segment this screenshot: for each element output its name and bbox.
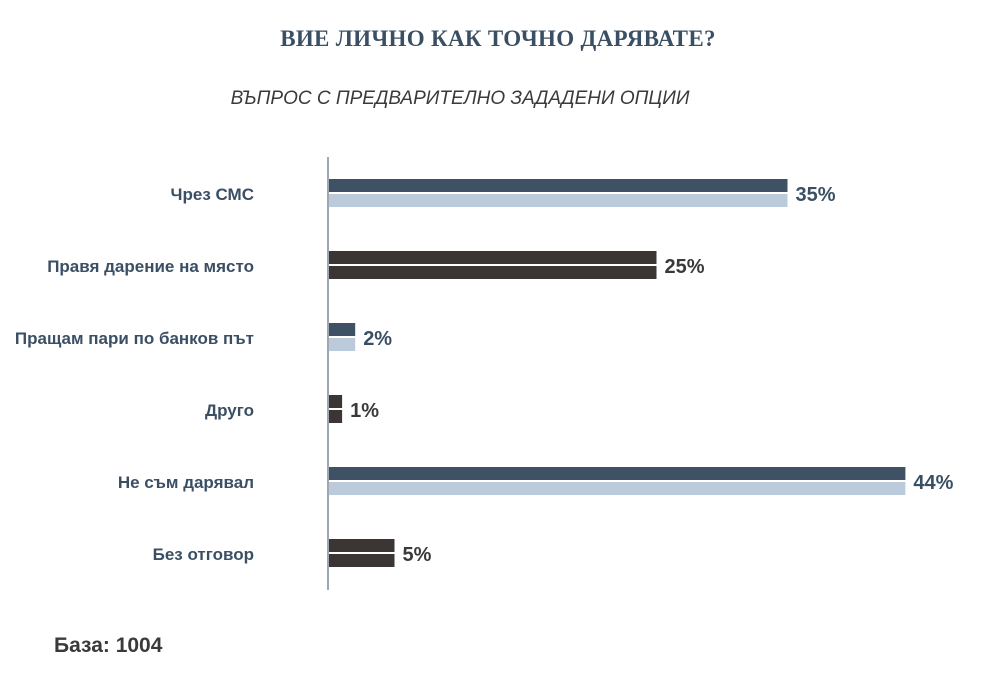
base-label: База: 1004 bbox=[54, 634, 163, 657]
bar bbox=[329, 251, 657, 279]
value-label: 5% bbox=[403, 544, 432, 566]
category-label: Правя дарение на място bbox=[47, 257, 254, 276]
bar bbox=[329, 539, 395, 567]
category-label: Чрез СМС bbox=[171, 185, 254, 204]
value-label: 35% bbox=[796, 184, 836, 206]
category-label: Без отговор bbox=[153, 545, 254, 564]
bar bbox=[329, 395, 343, 423]
bar bbox=[329, 323, 356, 351]
bar bbox=[329, 467, 906, 495]
category-label: Друго bbox=[205, 401, 254, 420]
value-label: 44% bbox=[913, 472, 953, 494]
chart-subtitle: ВЪПРОС С ПРЕДВАРИТЕЛНО ЗАДАДЕНИ ОПЦИИ bbox=[230, 88, 690, 109]
chart-title: ВИЕ ЛИЧНО КАК ТОЧНО ДАРЯВАТЕ? bbox=[280, 26, 716, 51]
category-label: Не съм дарявал bbox=[118, 473, 254, 492]
value-label: 25% bbox=[665, 256, 705, 278]
value-label: 1% bbox=[350, 400, 379, 422]
bar bbox=[329, 179, 788, 207]
category-label: Пращам пари по банков път bbox=[15, 329, 254, 348]
value-label: 2% bbox=[363, 328, 392, 350]
